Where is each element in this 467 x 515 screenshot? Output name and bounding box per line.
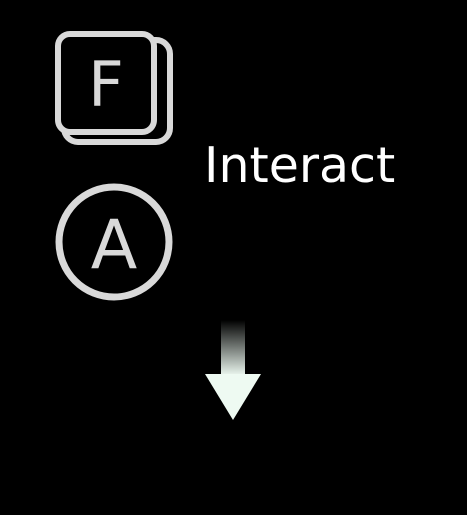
arrow-down-icon <box>205 320 261 420</box>
gamepad-button-letter: A <box>91 206 138 285</box>
keyboard-key-icon: F <box>55 31 173 145</box>
gamepad-button-icon: A <box>55 183 173 301</box>
keyboard-key-letter: F <box>88 48 124 121</box>
action-label: Interact <box>204 137 396 194</box>
